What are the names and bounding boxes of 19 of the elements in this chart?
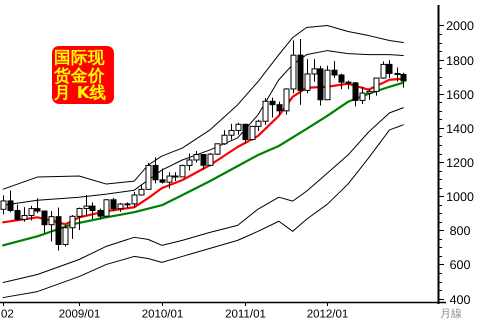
line-series [2, 124, 404, 298]
y-tick-label: 1200 [446, 156, 474, 170]
y-tick-label: 1800 [446, 54, 474, 68]
x-tick-label: 2012/01 [306, 308, 348, 320]
y-tick-label: 800 [450, 224, 470, 238]
x-axis-title: 月線 [440, 307, 462, 320]
text: 国际现货金价月 K线 [52, 46, 114, 104]
x-tick-label: 2009/01 [58, 308, 100, 320]
line-series [2, 24, 404, 190]
y-tick-label: 2000 [446, 19, 474, 33]
y-tick-label: 400 [450, 293, 470, 307]
line-series [2, 107, 404, 284]
y-tick-label: 600 [450, 258, 470, 272]
x-tick-label: 2010/01 [142, 308, 184, 320]
x-tick-label: 2011/01 [225, 308, 266, 320]
x-tick-label: 02 [1, 308, 14, 320]
y-tick-label: 1000 [446, 190, 474, 204]
y-tick-label: 1400 [446, 122, 474, 136]
y-tick-label: 1600 [446, 88, 474, 102]
